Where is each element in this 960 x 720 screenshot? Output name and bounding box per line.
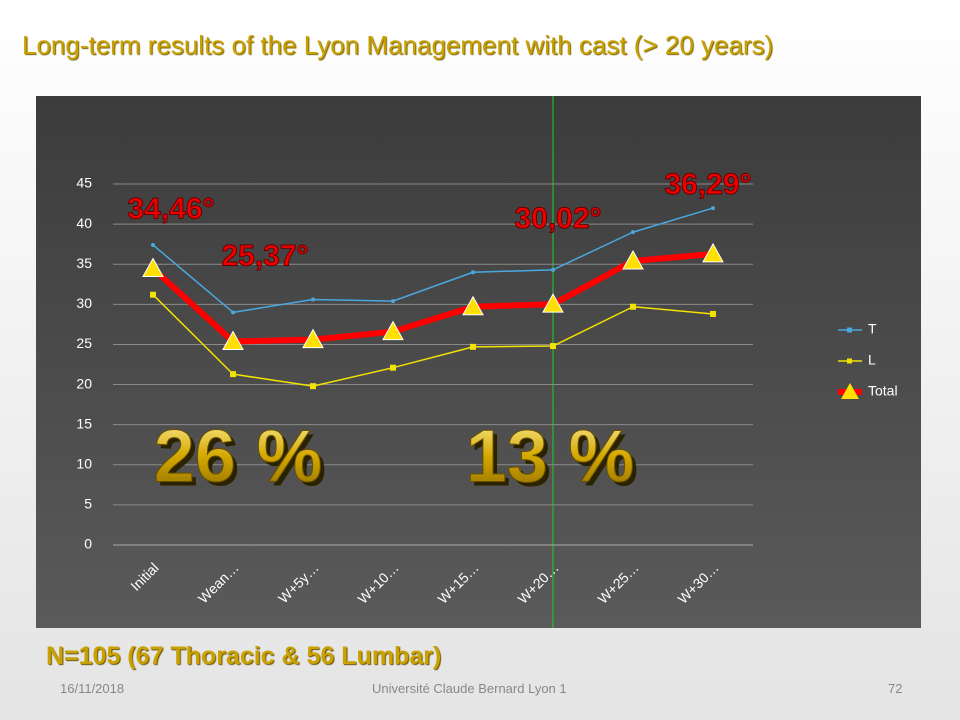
y-tick-label: 40	[76, 215, 92, 231]
annotation-shadow: 26 %	[158, 419, 327, 502]
point-marker	[550, 343, 556, 350]
point-marker	[631, 230, 635, 235]
y-tick-label: 0	[84, 536, 92, 552]
legend-swatch	[847, 327, 852, 333]
point-marker	[231, 310, 235, 315]
slide-title: Long-term results of the Lyon Management…	[22, 30, 774, 60]
point-marker	[471, 270, 475, 275]
annotation: 13 %	[466, 415, 635, 498]
point-marker	[382, 320, 404, 341]
footer-date: 16/11/2018	[60, 681, 125, 696]
y-tick-label: 30	[76, 295, 92, 311]
point-marker	[151, 242, 155, 247]
y-tick-label: 25	[76, 335, 92, 351]
legend-swatch	[847, 358, 852, 364]
series-line	[150, 250, 714, 345]
footer-page: 72	[888, 681, 903, 696]
legend-label: Total	[868, 383, 898, 399]
y-tick-label: 45	[76, 175, 92, 191]
legend-swatch	[841, 383, 859, 399]
point-marker	[142, 257, 164, 278]
point-marker	[622, 249, 644, 270]
point-marker	[551, 267, 555, 272]
chart-panel	[36, 96, 921, 628]
series-line	[152, 294, 714, 387]
legend-label: T	[868, 321, 877, 337]
point-marker	[222, 330, 244, 350]
point-marker	[311, 297, 315, 302]
point-marker	[302, 328, 324, 349]
data-label: 34,46°	[127, 192, 214, 225]
y-tick-label: 5	[84, 496, 92, 512]
point-marker	[710, 310, 716, 317]
point-marker	[391, 299, 395, 304]
point-marker	[230, 371, 236, 378]
series-line	[152, 207, 714, 314]
data-label: 30,02°	[514, 202, 601, 235]
point-marker	[390, 364, 396, 371]
point-marker	[462, 295, 484, 316]
y-tick-label: 20	[76, 375, 92, 391]
annotation: 26 %	[154, 415, 323, 498]
y-tick-label: 10	[76, 455, 92, 471]
annotation-shadow: 13 %	[470, 419, 639, 502]
point-marker	[542, 293, 564, 313]
point-marker	[150, 291, 156, 298]
y-tick-label: 15	[76, 415, 92, 431]
subtitle: N=105 (67 Thoracic & 56 Lumbar)	[46, 642, 442, 670]
point-marker	[630, 303, 636, 310]
legend-label: L	[868, 352, 876, 368]
point-marker	[470, 343, 476, 350]
point-marker	[711, 206, 715, 211]
data-label: 36,29°	[664, 168, 751, 201]
point-marker	[310, 383, 316, 390]
y-tick-label: 35	[76, 255, 92, 271]
point-marker	[702, 242, 724, 263]
footer-institution: Université Claude Bernard Lyon 1	[372, 681, 567, 696]
data-label: 25,37°	[221, 239, 308, 272]
